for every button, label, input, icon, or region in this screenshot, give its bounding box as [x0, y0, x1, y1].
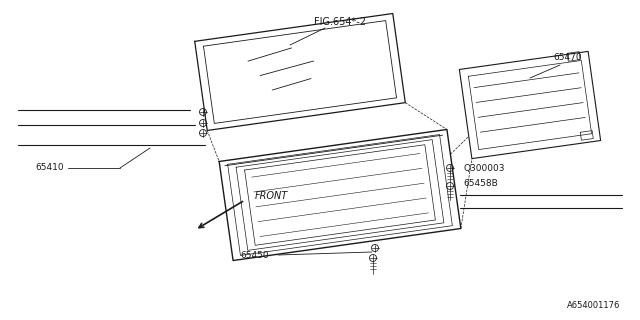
Text: Q300003: Q300003 [463, 164, 504, 172]
Text: 65458B: 65458B [463, 179, 498, 188]
Text: 65470: 65470 [553, 53, 582, 62]
Text: 65450: 65450 [240, 251, 269, 260]
Text: A654001176: A654001176 [566, 301, 620, 310]
Text: FRONT: FRONT [255, 191, 288, 201]
Text: 65410: 65410 [35, 164, 63, 172]
Text: FIG.654*-2: FIG.654*-2 [314, 17, 366, 27]
